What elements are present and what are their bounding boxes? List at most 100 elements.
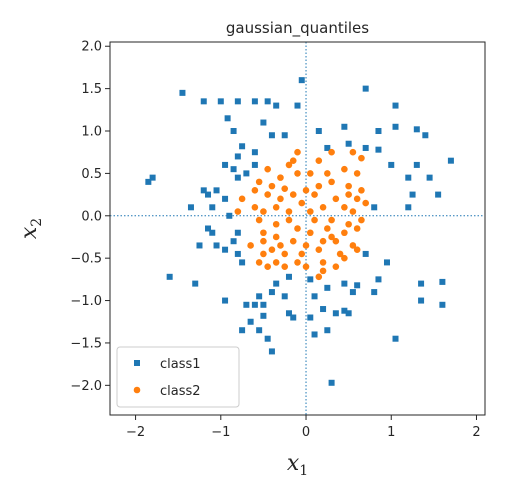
data-point-class1 xyxy=(439,301,446,308)
data-point-class1 xyxy=(341,123,348,130)
data-point-class2 xyxy=(345,220,352,228)
data-point-class2 xyxy=(272,233,280,241)
data-point-class1 xyxy=(422,132,429,139)
data-point-class1 xyxy=(320,306,327,313)
data-point-class1 xyxy=(341,280,348,287)
data-point-class2 xyxy=(234,208,242,215)
data-point-class2 xyxy=(302,263,310,270)
data-point-class1 xyxy=(260,301,267,308)
data-point-class2 xyxy=(289,237,297,245)
data-point-class1 xyxy=(226,212,233,219)
data-point-class2 xyxy=(260,229,267,237)
data-point-class1 xyxy=(166,273,173,280)
data-point-class1 xyxy=(145,178,152,185)
data-point-class2 xyxy=(319,267,327,275)
data-point-class1 xyxy=(307,276,314,283)
data-point-class2 xyxy=(255,178,263,186)
data-point-class2 xyxy=(324,170,331,177)
data-point-class2 xyxy=(341,254,348,262)
data-point-class1 xyxy=(213,242,220,249)
data-point-class1 xyxy=(239,259,246,266)
data-point-class1 xyxy=(324,284,331,291)
data-point-class2 xyxy=(281,250,289,258)
data-point-class2 xyxy=(336,250,344,258)
data-point-class2 xyxy=(349,148,357,156)
data-point-class2 xyxy=(264,165,271,173)
reference-lines xyxy=(110,42,485,415)
data-point-class2 xyxy=(268,182,276,190)
data-point-class1 xyxy=(260,312,267,319)
data-point-class2 xyxy=(255,259,263,266)
data-point-class2 xyxy=(332,263,340,270)
data-point-class2 xyxy=(358,187,365,194)
data-point-class2 xyxy=(332,237,340,245)
data-point-class1 xyxy=(349,289,356,296)
data-point-class2 xyxy=(328,178,335,186)
data-point-class1 xyxy=(217,98,224,105)
data-point-class2 xyxy=(255,216,263,224)
data-point-class1 xyxy=(439,278,446,285)
data-point-class1 xyxy=(243,170,250,177)
data-point-class2 xyxy=(289,157,297,164)
legend-marker-class1 xyxy=(134,360,140,366)
data-point-class1 xyxy=(222,297,229,304)
x-tick-label: −2 xyxy=(126,425,145,440)
data-point-class1 xyxy=(426,174,433,181)
data-point-class2 xyxy=(315,157,323,164)
data-point-class2 xyxy=(272,204,280,211)
y-tick-label: 0.5 xyxy=(81,167,102,182)
data-point-class2 xyxy=(306,229,314,237)
data-point-class2 xyxy=(251,204,259,211)
data-point-class2 xyxy=(264,191,271,198)
data-point-class2 xyxy=(315,273,323,281)
data-point-class1 xyxy=(298,77,305,84)
x-tick-label: 2 xyxy=(472,425,480,440)
x-axis-label-sub: 1 xyxy=(299,463,308,479)
data-point-class2 xyxy=(362,199,369,207)
data-point-class2 xyxy=(353,225,361,232)
data-point-class1 xyxy=(281,132,288,139)
data-point-class1 xyxy=(205,191,212,198)
data-point-class1 xyxy=(230,238,237,245)
data-point-class1 xyxy=(290,314,297,321)
data-point-class1 xyxy=(251,161,258,168)
data-point-class1 xyxy=(375,146,382,153)
data-point-class2 xyxy=(353,195,361,203)
data-point-class2 xyxy=(285,216,293,224)
data-point-class1 xyxy=(345,140,352,147)
data-point-class2 xyxy=(294,170,301,177)
y-tick-label: 2.0 xyxy=(81,40,102,55)
data-point-class1 xyxy=(371,204,378,211)
data-point-class1 xyxy=(264,335,271,342)
data-point-class1 xyxy=(418,280,425,287)
data-point-class1 xyxy=(187,204,194,211)
data-point-class1 xyxy=(179,89,186,96)
data-point-class1 xyxy=(409,191,416,198)
data-point-class1 xyxy=(345,310,352,317)
data-point-class1 xyxy=(375,128,382,135)
data-point-class1 xyxy=(243,301,250,308)
data-point-class2 xyxy=(268,246,276,253)
data-point-class1 xyxy=(435,191,442,198)
data-point-class2 xyxy=(332,195,340,203)
data-point-class2 xyxy=(311,191,318,198)
data-point-class2 xyxy=(281,263,289,270)
data-points xyxy=(145,77,454,386)
chart-title: gaussian_quantiles xyxy=(226,19,369,38)
data-point-class1 xyxy=(234,229,241,236)
y-axis-label: x2 xyxy=(17,218,45,239)
data-point-class1 xyxy=(392,123,399,130)
data-point-class1 xyxy=(447,157,454,164)
data-point-class1 xyxy=(354,282,361,289)
data-point-class2 xyxy=(311,216,318,224)
data-point-class1 xyxy=(268,132,275,139)
data-point-class2 xyxy=(277,174,284,181)
x-axis-ticks: −2 −1 0 1 2 xyxy=(126,415,481,440)
x-axis-label: x1 xyxy=(287,451,308,479)
data-point-class1 xyxy=(375,276,382,283)
data-point-class1 xyxy=(222,161,229,168)
data-point-class2 xyxy=(306,208,314,215)
data-point-class2 xyxy=(247,242,254,249)
data-point-class2 xyxy=(349,242,357,249)
